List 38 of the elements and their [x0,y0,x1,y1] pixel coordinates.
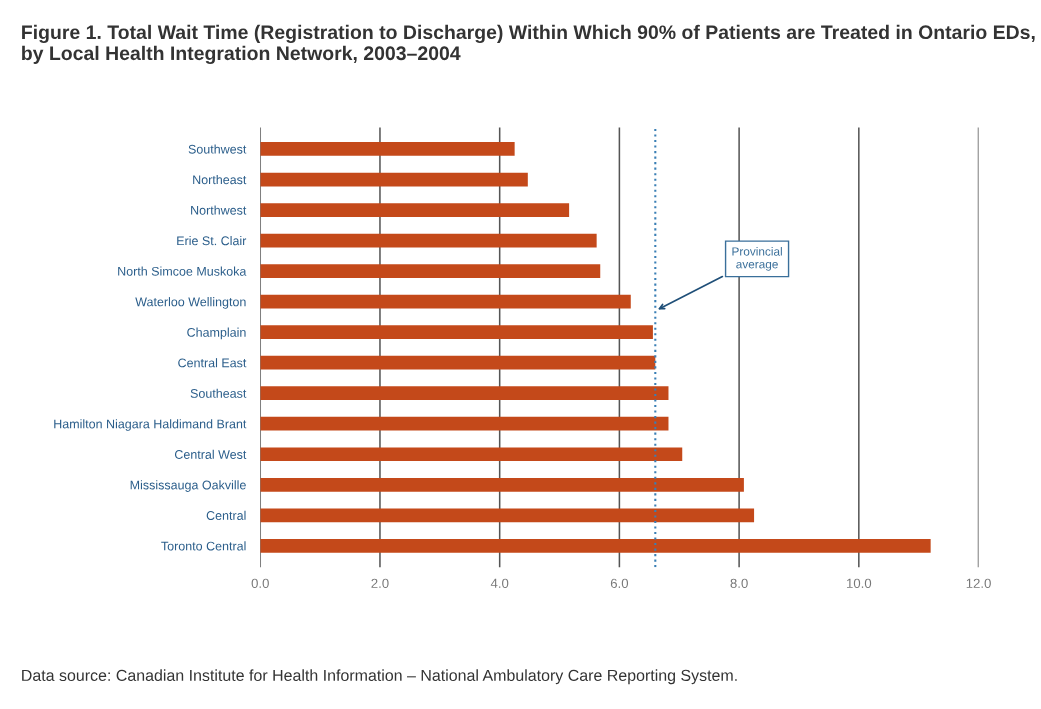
bar [260,355,656,370]
bar [260,325,653,340]
bar [260,203,570,217]
y-tick-label: Erie St. Clair [177,236,247,246]
bar [260,416,669,431]
y-tick-label: Hamilton Niagara Haldimand Brant [54,419,247,431]
y-tick-label: Southeast [190,388,247,398]
y-tick-label: Central West [174,449,247,459]
y-tick-label: Waterloo Wellington [135,297,246,309]
y-tick-label: Northeast [193,174,247,185]
x-tick-label: 8.0 [730,578,748,588]
bar [260,447,683,462]
bar [260,172,528,187]
y-tick-label: Southwest [188,144,247,154]
source-note: Data source: Canadian Institute for Health Information – National Ambulatory Care Reporting System. [22,669,737,685]
y-tick-label: Toronto Central [161,541,246,551]
bar [260,508,755,523]
bar [260,142,515,156]
x-tick-label: 2.0 [371,578,389,588]
bar [260,294,631,309]
x-tick-label: 0.0 [251,578,269,588]
x-tick-label: 12.0 [966,578,991,588]
x-tick-label: 10.0 [846,578,872,588]
y-tick-label: Mississauga Oakville [130,480,246,492]
x-tick-label: 4.0 [490,578,509,588]
y-tick-label: Central East [178,358,247,368]
bar [260,264,601,278]
y-tick-label: Northwest [191,205,247,215]
ref-line-label: Provincial average [732,247,782,271]
x-tick-label: 6.0 [610,578,629,588]
bar [260,477,744,492]
y-tick-label: Central [206,510,246,520]
bar [260,386,669,401]
chart-title: Figure 1. Total Wait Time (Registration to Discharge) Within Which 90% of Patients are Treated in Ontario EDs, by Local Health Integration Network, 2003–2004 [22,24,1035,65]
y-tick-label: Champlain [187,327,246,340]
bar [260,538,931,553]
y-tick-label: North Simcoe Muskoka [118,266,247,276]
bar [260,233,597,248]
